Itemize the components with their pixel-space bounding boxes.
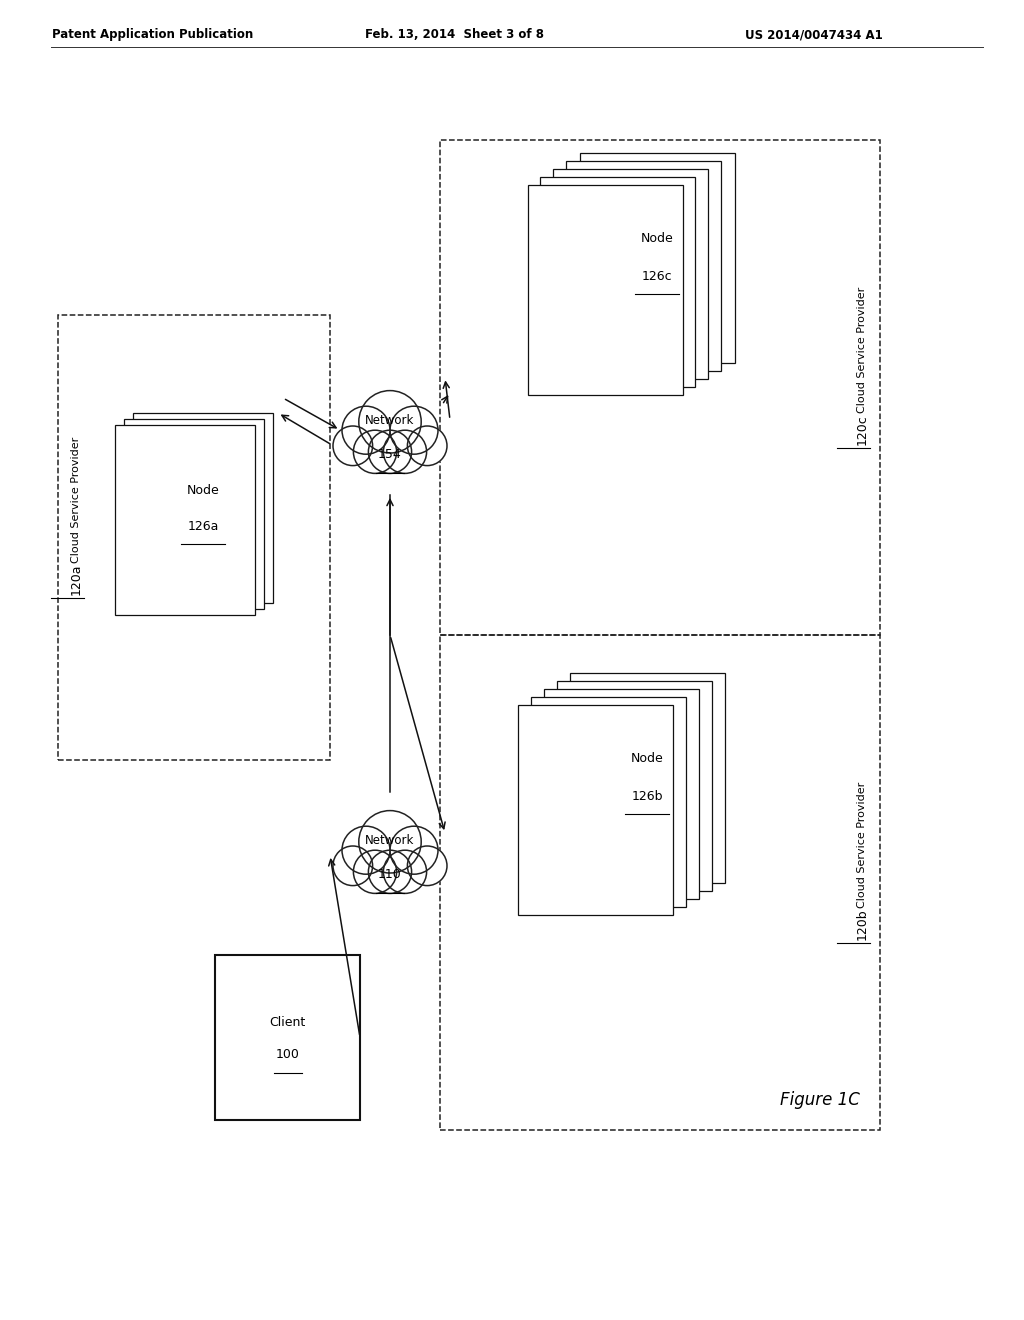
Bar — [215, 954, 360, 1119]
Circle shape — [408, 426, 447, 466]
Bar — [58, 315, 330, 760]
Text: 120c: 120c — [855, 414, 868, 445]
Bar — [527, 185, 683, 395]
Circle shape — [383, 430, 427, 474]
Circle shape — [333, 426, 373, 466]
Text: Node: Node — [641, 231, 674, 244]
Text: Cloud Service Provider: Cloud Service Provider — [857, 286, 867, 413]
Circle shape — [390, 407, 438, 454]
Bar — [124, 418, 264, 609]
Bar — [440, 635, 880, 1130]
Bar — [556, 681, 712, 891]
Bar — [115, 425, 255, 615]
Text: 126a: 126a — [187, 520, 219, 532]
Bar — [569, 673, 725, 883]
Circle shape — [353, 430, 396, 474]
Text: Network: Network — [366, 834, 415, 847]
Bar — [544, 689, 698, 899]
Text: 120b: 120b — [855, 908, 868, 940]
Text: Feb. 13, 2014  Sheet 3 of 8: Feb. 13, 2014 Sheet 3 of 8 — [365, 28, 544, 41]
Text: Node: Node — [631, 751, 664, 764]
Circle shape — [342, 407, 390, 454]
Bar — [580, 153, 734, 363]
Text: 154: 154 — [378, 449, 401, 462]
Text: 100: 100 — [275, 1048, 299, 1061]
Text: Cloud Service Provider: Cloud Service Provider — [71, 437, 81, 562]
Bar — [554, 169, 709, 379]
Text: 126c: 126c — [642, 269, 673, 282]
Circle shape — [369, 850, 412, 894]
Bar — [440, 140, 880, 635]
Text: Node: Node — [186, 483, 219, 496]
Circle shape — [390, 826, 438, 874]
Circle shape — [358, 391, 421, 453]
Text: Network: Network — [366, 414, 415, 428]
Text: Client: Client — [269, 1016, 305, 1030]
Text: Patent Application Publication: Patent Application Publication — [52, 28, 253, 41]
Circle shape — [342, 826, 390, 874]
Text: Figure 1C: Figure 1C — [780, 1092, 860, 1109]
Circle shape — [353, 850, 396, 894]
Bar — [517, 705, 673, 915]
Text: Cloud Service Provider: Cloud Service Provider — [857, 781, 867, 908]
Bar — [566, 161, 722, 371]
Text: US 2014/0047434 A1: US 2014/0047434 A1 — [745, 28, 883, 41]
Circle shape — [369, 430, 412, 474]
Text: 120a: 120a — [70, 564, 83, 595]
Circle shape — [408, 846, 447, 886]
Circle shape — [333, 846, 373, 886]
Bar — [530, 697, 685, 907]
Circle shape — [358, 810, 421, 873]
Circle shape — [383, 850, 427, 894]
Bar — [541, 177, 695, 387]
Bar — [133, 413, 273, 603]
Text: 110: 110 — [378, 869, 401, 882]
Text: 126b: 126b — [631, 789, 663, 803]
